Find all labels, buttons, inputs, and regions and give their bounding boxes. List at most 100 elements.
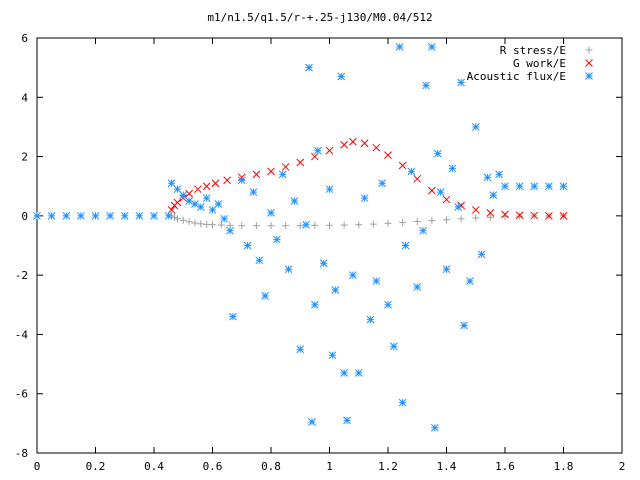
data-point [179,191,188,199]
data-point [284,265,293,274]
data-point [33,212,41,220]
legend-marker [585,46,593,54]
data-point [282,222,290,230]
data-point [384,219,392,227]
data-point [398,398,407,407]
data-point [378,179,387,188]
data-point [167,206,176,214]
data-point [545,182,553,191]
y-tick-label: -4 [15,328,29,341]
legend-label: Acoustic flux/E [467,70,566,83]
data-point [217,221,225,229]
data-point [249,188,258,196]
series-2 [167,137,568,220]
x-tick-label: 1.8 [554,460,574,473]
data-point [211,179,220,188]
data-point [325,146,334,155]
y-tick-label: 6 [21,32,28,45]
data-point [47,212,56,220]
data-point [202,194,211,202]
data-point [372,277,381,285]
data-point [220,214,229,223]
data-point [252,222,260,230]
data-point [360,194,369,202]
x-tick-label: 1.6 [495,460,515,473]
data-point [238,222,246,230]
data-point [328,351,337,360]
data-point [413,174,422,183]
data-point [340,221,348,229]
data-point [308,418,316,426]
data-point [311,300,319,309]
chart-title: m1/n1.5/q1.5/r-+.25-j130/M0.04/512 [207,11,432,24]
data-point [170,213,178,221]
data-point [489,191,498,199]
data-point [349,271,357,279]
data-point [173,185,182,194]
legend-marker [585,72,593,80]
data-point [483,173,492,182]
data-point [197,220,205,228]
data-point [530,211,539,220]
data-point [349,137,357,146]
data-point [337,72,346,81]
data-point [173,215,181,223]
data-point [398,161,407,170]
series-1 [168,212,567,230]
data-point [267,167,275,176]
data-point [296,158,305,167]
data-point [237,176,246,185]
x-tick-label: 0 [34,460,41,473]
x-tick-label: 1 [326,460,333,473]
data-point [311,152,319,161]
data-point [167,179,176,188]
data-point [372,143,381,152]
data-point [77,212,85,220]
data-point [366,315,375,324]
data-point [343,416,351,425]
data-point [472,214,480,222]
y-tick-label: -6 [15,388,28,401]
data-point [302,220,310,229]
plot-frame [36,37,623,454]
data-point [428,186,436,195]
data-point [106,212,114,220]
x-tick-label: 0.4 [144,460,164,473]
data-point [179,216,187,224]
x-tick-label: 2 [619,460,626,473]
data-point [340,140,348,149]
y-tick-label: -8 [15,447,28,460]
y-tick-label: 4 [21,91,28,104]
series-3 [33,43,568,432]
data-point [457,78,465,87]
legend-marker [585,59,593,67]
axis-ticks: 0 0.2 0.4 0.6 0.8 1 1.2 1.4 1.6 1.8 2 -8 -6 -4 -2 0 2 4 6 [15,32,626,473]
data-point [261,292,270,300]
data-point [311,221,319,229]
data-point [173,198,182,207]
x-tick-label: 1.2 [378,460,398,473]
x-tick-label: 0.6 [203,460,223,473]
data-point [384,300,392,309]
data-point [223,176,231,185]
y-tick-label: -2 [15,269,28,282]
data-point [319,259,328,268]
data-point [516,212,524,220]
data-point [422,81,430,90]
data-point [389,342,398,351]
data-point [196,203,205,211]
data-point [354,369,363,377]
data-point [471,206,480,214]
data-point [545,212,553,220]
data-point [401,241,410,250]
data-point [442,195,451,204]
data-point [466,277,474,285]
x-tick-label: 1.4 [437,460,457,473]
data-point [369,220,377,228]
data-point [202,182,211,191]
data-point [272,235,281,244]
data-point [252,170,261,179]
data-point [229,312,237,321]
